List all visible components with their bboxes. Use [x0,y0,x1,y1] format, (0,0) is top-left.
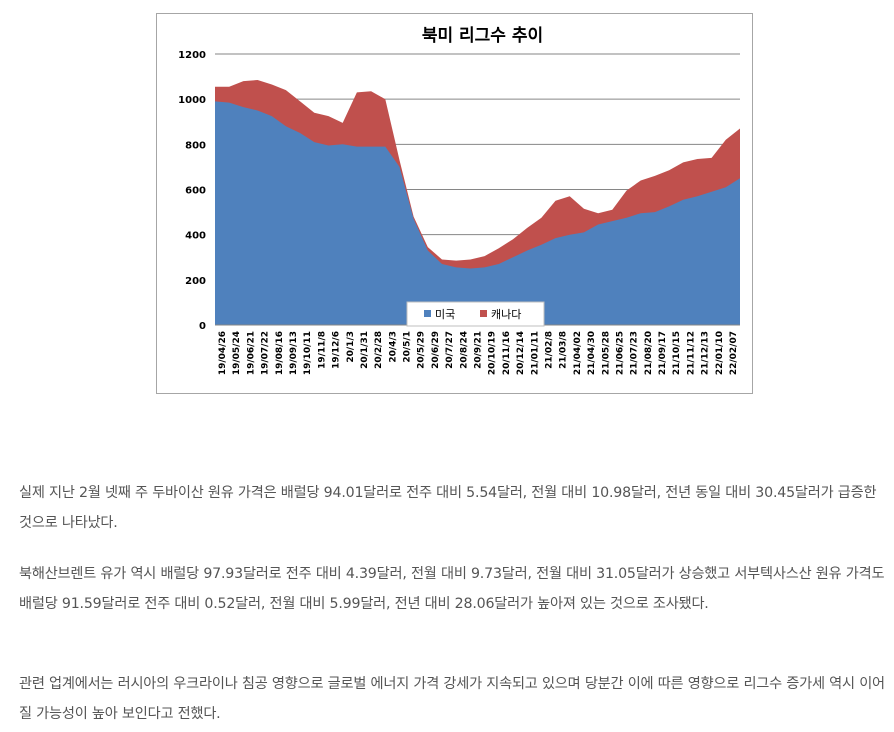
x-tick-label: 19/12/6 [332,331,342,369]
y-tick-label: 800 [185,140,206,151]
x-tick-label: 20/9/21 [474,331,484,369]
article-paragraph-1: 실제 지난 2월 넷째 주 두바이산 원유 가격은 배럴당 94.01달러로 전… [19,485,877,531]
x-tick-label: 19/10/11 [303,331,313,375]
article-paragraph-2: 북해산브렌트 유가 역시 배럴당 97.93달러로 전주 대비 4.39달러, … [19,566,885,612]
x-tick-label: 20/11/16 [502,331,512,375]
x-tick-label: 20/1/3 [346,331,356,363]
x-tick-label: 20/5/29 [417,331,427,369]
x-tick-label: 21/04/02 [573,331,583,375]
x-tick-label: 20/12/14 [516,331,526,375]
x-tick-label: 19/09/13 [289,331,299,375]
x-tick-label: 19/05/24 [232,331,242,375]
x-tick-label: 19/06/21 [246,331,256,375]
x-tick-label: 21/11/12 [686,331,696,375]
x-tick-label: 21/03/8 [559,331,569,369]
x-tick-label: 21/12/13 [701,331,711,375]
legend-swatch-usa [424,310,431,317]
x-tick-label: 21/09/17 [658,331,668,375]
y-tick-label: 400 [185,231,206,242]
x-tick-label: 20/10/19 [488,331,498,375]
x-tick-label: 20/7/27 [445,331,455,369]
x-tick-label: 22/01/10 [715,331,725,375]
article-paragraph-3: 관련 업계에서는 러시아의 우크라이나 침공 영향으로 글로벌 에너지 가격 강… [19,676,885,722]
x-tick-label: 21/06/25 [615,331,625,375]
y-tick-label: 0 [199,321,206,332]
x-tick-label: 19/07/22 [261,331,271,375]
y-tick-label: 600 [185,186,206,197]
legend-label-canada: 캐나다 [491,308,521,321]
x-tick-label: 20/1/31 [360,331,370,369]
y-tick-label: 1200 [178,50,206,61]
x-tick-label: 21/08/20 [644,331,654,375]
x-tick-label: 21/01/11 [530,331,540,375]
legend-label-usa: 미국 [435,308,455,321]
x-tick-label: 21/04/30 [587,331,597,375]
x-tick-label: 21/05/28 [601,331,611,375]
x-tick-label: 21/02/8 [544,331,554,369]
x-tick-label: 20/4/3 [388,331,398,363]
x-tick-label: 20/2/28 [374,331,384,369]
x-tick-label: 20/5/1 [403,331,413,363]
x-tick-label: 21/07/23 [630,331,640,375]
x-tick-label: 19/08/16 [275,331,285,375]
x-tick-label: 22/02/07 [729,331,739,375]
chart-container: 북미 리그수 추이 0 200 400 600 800 1000 1200 19/04/26 19… [156,13,753,394]
x-tick-label: 21/10/15 [672,331,682,375]
x-tick-label: 19/11/8 [317,331,327,369]
y-tick-label: 1000 [178,95,206,106]
x-tick-label: 20/8/24 [459,331,469,369]
series-area-usa [215,101,740,326]
rig-count-chart: 북미 리그수 추이 0 200 400 600 800 1000 1200 19/04/26 19… [178,26,740,375]
chart-title: 북미 리그수 추이 [422,26,543,46]
legend-swatch-canada [480,310,487,317]
y-tick-label: 200 [185,276,206,287]
x-tick-label: 20/6/29 [431,331,441,369]
x-tick-label: 19/04/26 [218,331,228,375]
